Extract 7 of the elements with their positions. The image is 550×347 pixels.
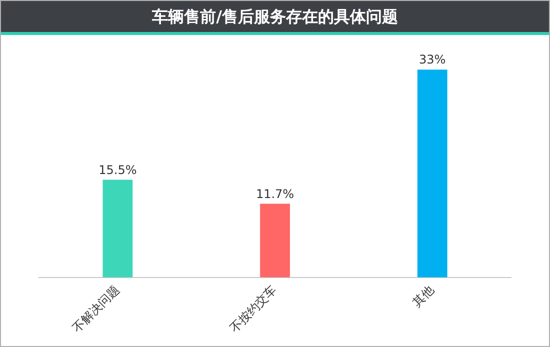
data-label: 33% [418,52,446,67]
data-label: 15.5% [98,162,137,177]
x-tick-label: 不解决问题 [70,282,122,336]
x-tick-label: 其他 [410,282,437,310]
chart-title: 车辆售前/售后服务存在的具体问题 [1,1,549,35]
x-tick-label: 不按约交车 [227,282,280,336]
data-label: 11.7% [256,186,294,201]
